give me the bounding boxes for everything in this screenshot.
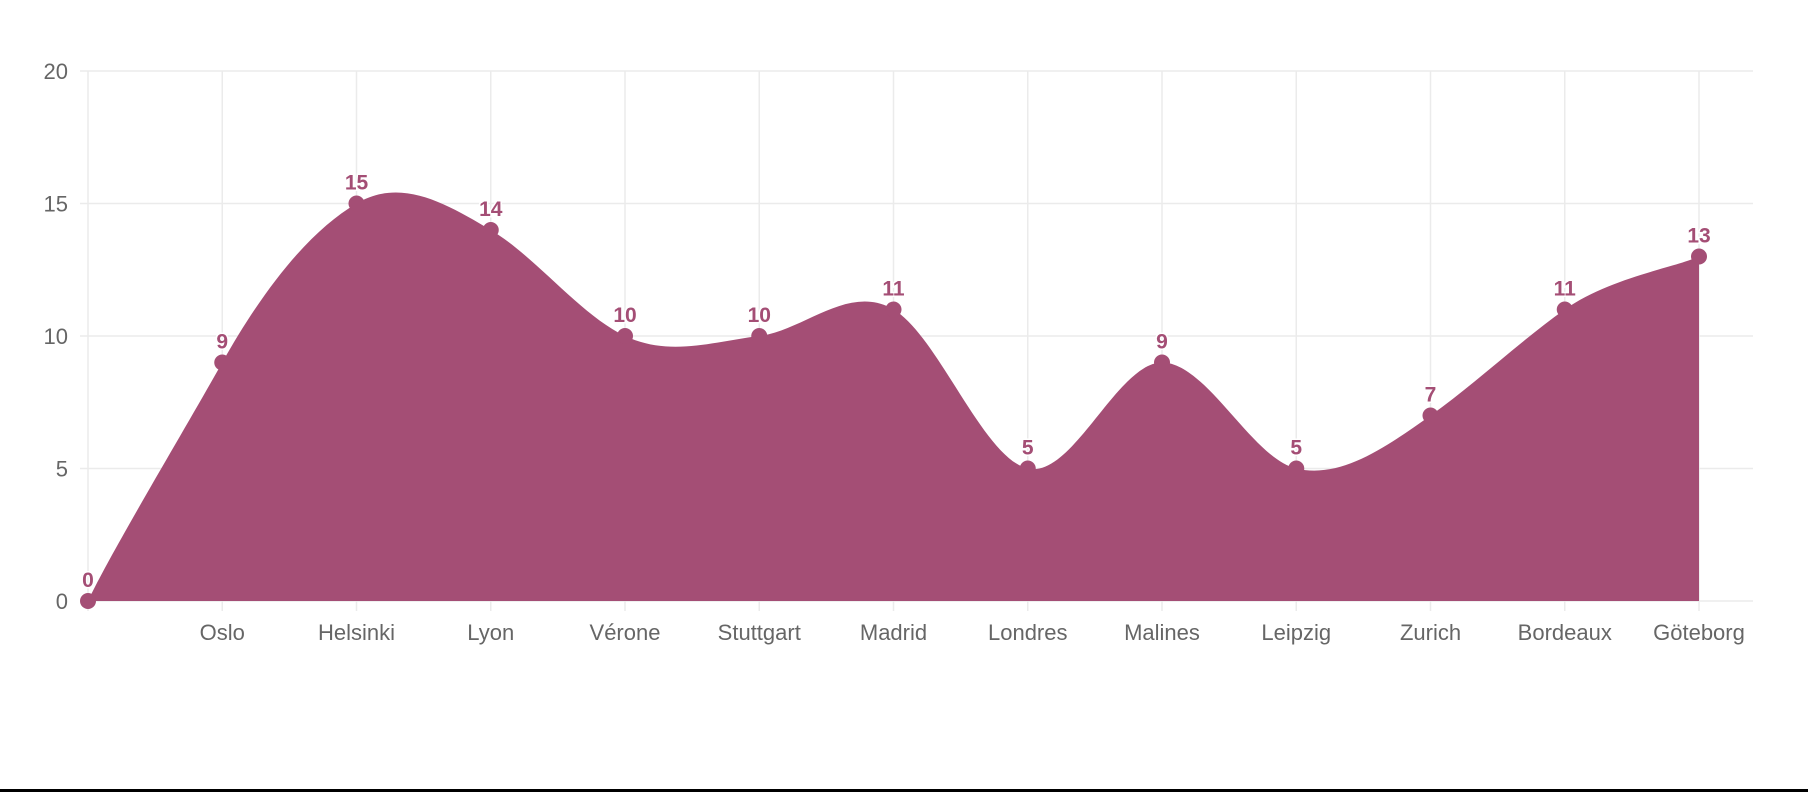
data-point-marker[interactable] xyxy=(617,328,633,344)
data-point-marker[interactable] xyxy=(885,301,902,318)
data-value-label: 9 xyxy=(1156,331,1168,354)
x-tick-label: Bordeaux xyxy=(1518,620,1612,645)
x-axis: Oslo Helsinki Lyon Vérone Stuttgart Madrid Lon… xyxy=(200,620,1745,645)
y-tick-label: 15 xyxy=(44,192,68,217)
x-tick-label: Oslo xyxy=(200,620,245,645)
data-point-marker[interactable] xyxy=(1288,460,1305,477)
x-tick-label: Lyon xyxy=(467,620,514,645)
data-point-marker[interactable] xyxy=(1556,301,1573,318)
data-point-marker[interactable] xyxy=(1422,407,1439,424)
data-point-marker[interactable] xyxy=(80,593,96,609)
data-value-label: 5 xyxy=(1290,437,1302,460)
x-tick-label: Helsinki xyxy=(318,620,395,645)
data-points xyxy=(80,195,1707,609)
x-tick-label: Leipzig xyxy=(1261,620,1331,645)
data-value-label: 5 xyxy=(1022,437,1034,460)
data-point-marker[interactable] xyxy=(751,328,768,344)
bottom-border xyxy=(0,789,1808,792)
data-labels: 0 9 15 14 10 10 11 5 9 5 7 11 13 xyxy=(81,170,1713,594)
data-value-label: 14 xyxy=(479,198,503,221)
data-point-marker[interactable] xyxy=(482,222,499,238)
data-value-label: 11 xyxy=(1554,278,1577,301)
data-value-label: 15 xyxy=(345,172,369,195)
x-tick-label: Londres xyxy=(988,620,1068,645)
data-point-marker[interactable] xyxy=(1154,354,1170,371)
data-point-marker[interactable] xyxy=(1691,248,1707,265)
data-value-label: 11 xyxy=(882,278,905,301)
x-tick-label: Malines xyxy=(1124,620,1200,645)
x-tick-label: Stuttgart xyxy=(718,620,801,645)
x-tick-label: Vérone xyxy=(590,620,661,645)
x-tick-label: Göteborg xyxy=(1653,620,1745,645)
area-series xyxy=(88,192,1699,601)
y-axis: 0 5 10 15 20 xyxy=(44,59,68,614)
data-value-label: 9 xyxy=(216,331,228,354)
data-value-label: 7 xyxy=(1425,384,1437,407)
y-tick-label: 5 xyxy=(56,457,68,482)
data-point-marker[interactable] xyxy=(348,195,365,212)
y-tick-label: 0 xyxy=(56,589,68,614)
data-point-marker[interactable] xyxy=(214,354,231,371)
data-value-label: 10 xyxy=(748,304,771,327)
y-tick-label: 10 xyxy=(44,324,68,349)
x-tick-label: Zurich xyxy=(1400,620,1461,645)
y-tick-label: 20 xyxy=(44,59,68,84)
data-value-label: 10 xyxy=(613,304,636,327)
data-value-label: 0 xyxy=(82,569,94,592)
data-value-label: 13 xyxy=(1687,225,1710,248)
x-tick-label: Madrid xyxy=(860,620,927,645)
data-point-marker[interactable] xyxy=(1019,460,1036,477)
